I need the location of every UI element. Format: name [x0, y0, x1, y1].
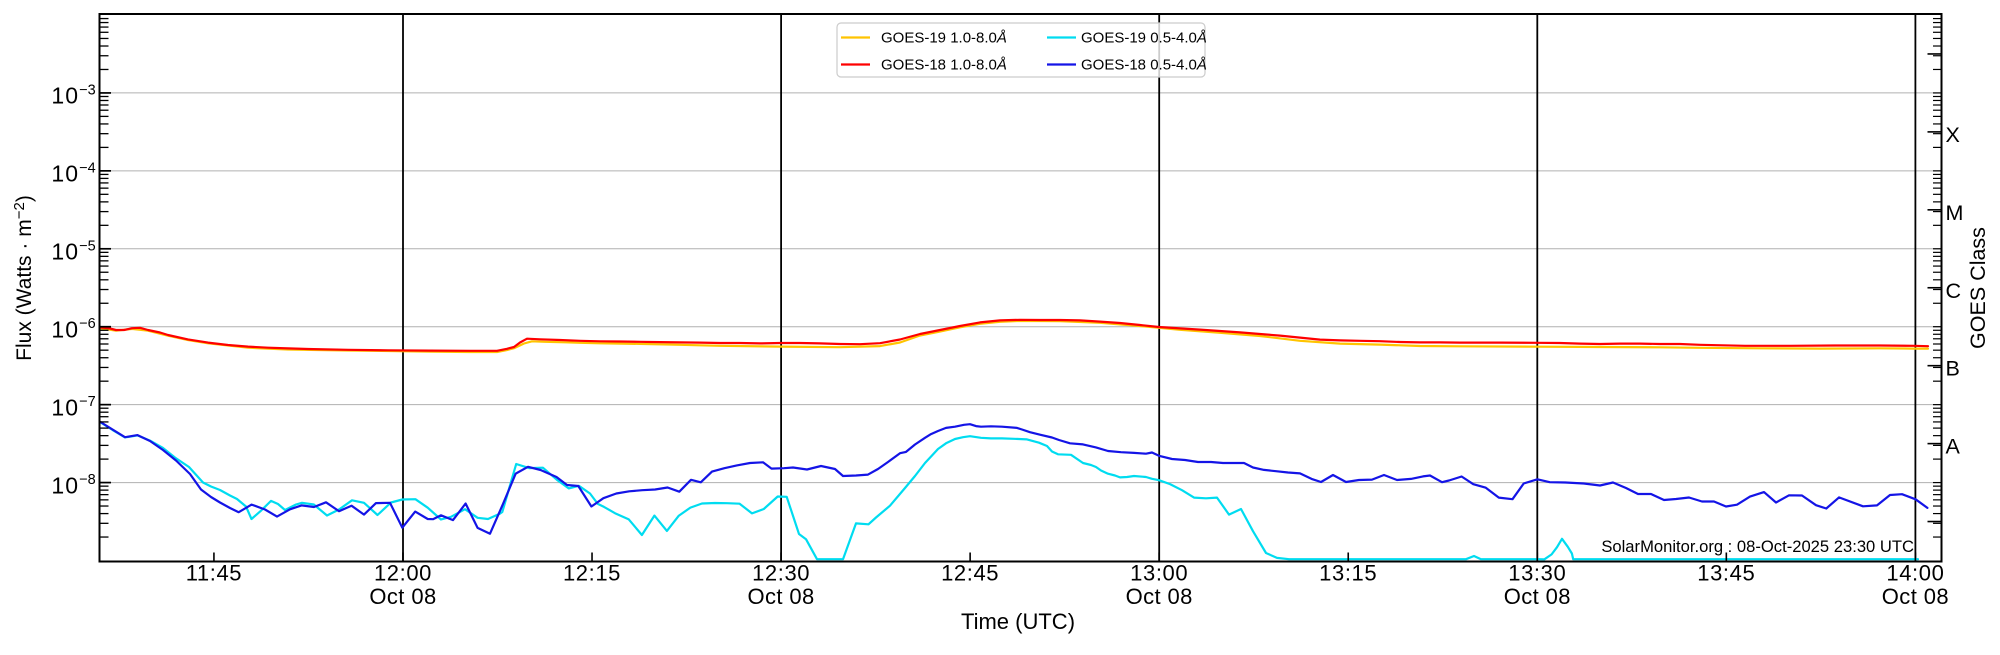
svg-text:10: 10 [51, 83, 79, 109]
svg-text:13:30: 13:30 [1508, 561, 1566, 586]
svg-text:−4: −4 [79, 160, 96, 176]
svg-text:13:15: 13:15 [1319, 561, 1377, 586]
svg-text:−5: −5 [79, 238, 96, 254]
svg-text:Oct 08: Oct 08 [369, 584, 436, 609]
svg-text:B: B [1946, 357, 1960, 381]
svg-text:10: 10 [51, 394, 79, 420]
svg-text:Oct 08: Oct 08 [1504, 584, 1571, 609]
svg-text:12:15: 12:15 [563, 561, 621, 586]
svg-text:−7: −7 [79, 394, 96, 410]
svg-text:12:30: 12:30 [752, 561, 810, 586]
svg-text:−8: −8 [79, 472, 96, 488]
svg-text:Oct 08: Oct 08 [1126, 584, 1193, 609]
svg-text:GOES-18 0.5-4.0Å: GOES-18 0.5-4.0Å [1081, 57, 1207, 74]
svg-text:Time (UTC): Time (UTC) [961, 609, 1075, 634]
svg-text:10: 10 [51, 317, 79, 343]
svg-text:GOES-19 0.5-4.0Å: GOES-19 0.5-4.0Å [1081, 30, 1207, 47]
svg-text:GOES Class: GOES Class [1966, 227, 1990, 349]
svg-text:−6: −6 [79, 316, 96, 332]
svg-text:10: 10 [51, 472, 79, 498]
svg-text:10: 10 [51, 161, 79, 187]
svg-text:X: X [1946, 123, 1960, 147]
svg-text:Flux (Watts · m−2): Flux (Watts · m−2) [11, 195, 36, 361]
svg-text:C: C [1946, 279, 1962, 303]
svg-text:Oct 08: Oct 08 [747, 584, 814, 609]
svg-text:10: 10 [51, 239, 79, 265]
svg-text:SolarMonitor.org : 08-Oct-2025: SolarMonitor.org : 08-Oct-2025 23:30 UTC [1601, 537, 1914, 556]
svg-text:11:45: 11:45 [186, 561, 242, 586]
svg-text:13:00: 13:00 [1130, 561, 1188, 586]
svg-text:Oct 08: Oct 08 [1882, 584, 1949, 609]
svg-text:M: M [1946, 201, 1964, 225]
svg-text:13:45: 13:45 [1697, 561, 1755, 586]
svg-text:−3: −3 [79, 82, 96, 98]
svg-text:14:00: 14:00 [1886, 561, 1944, 586]
svg-text:12:45: 12:45 [941, 561, 999, 586]
svg-text:A: A [1946, 435, 1961, 459]
svg-text:GOES-18 1.0-8.0Å: GOES-18 1.0-8.0Å [881, 57, 1007, 74]
svg-text:12:00: 12:00 [374, 561, 432, 586]
svg-text:GOES-19 1.0-8.0Å: GOES-19 1.0-8.0Å [881, 30, 1007, 47]
